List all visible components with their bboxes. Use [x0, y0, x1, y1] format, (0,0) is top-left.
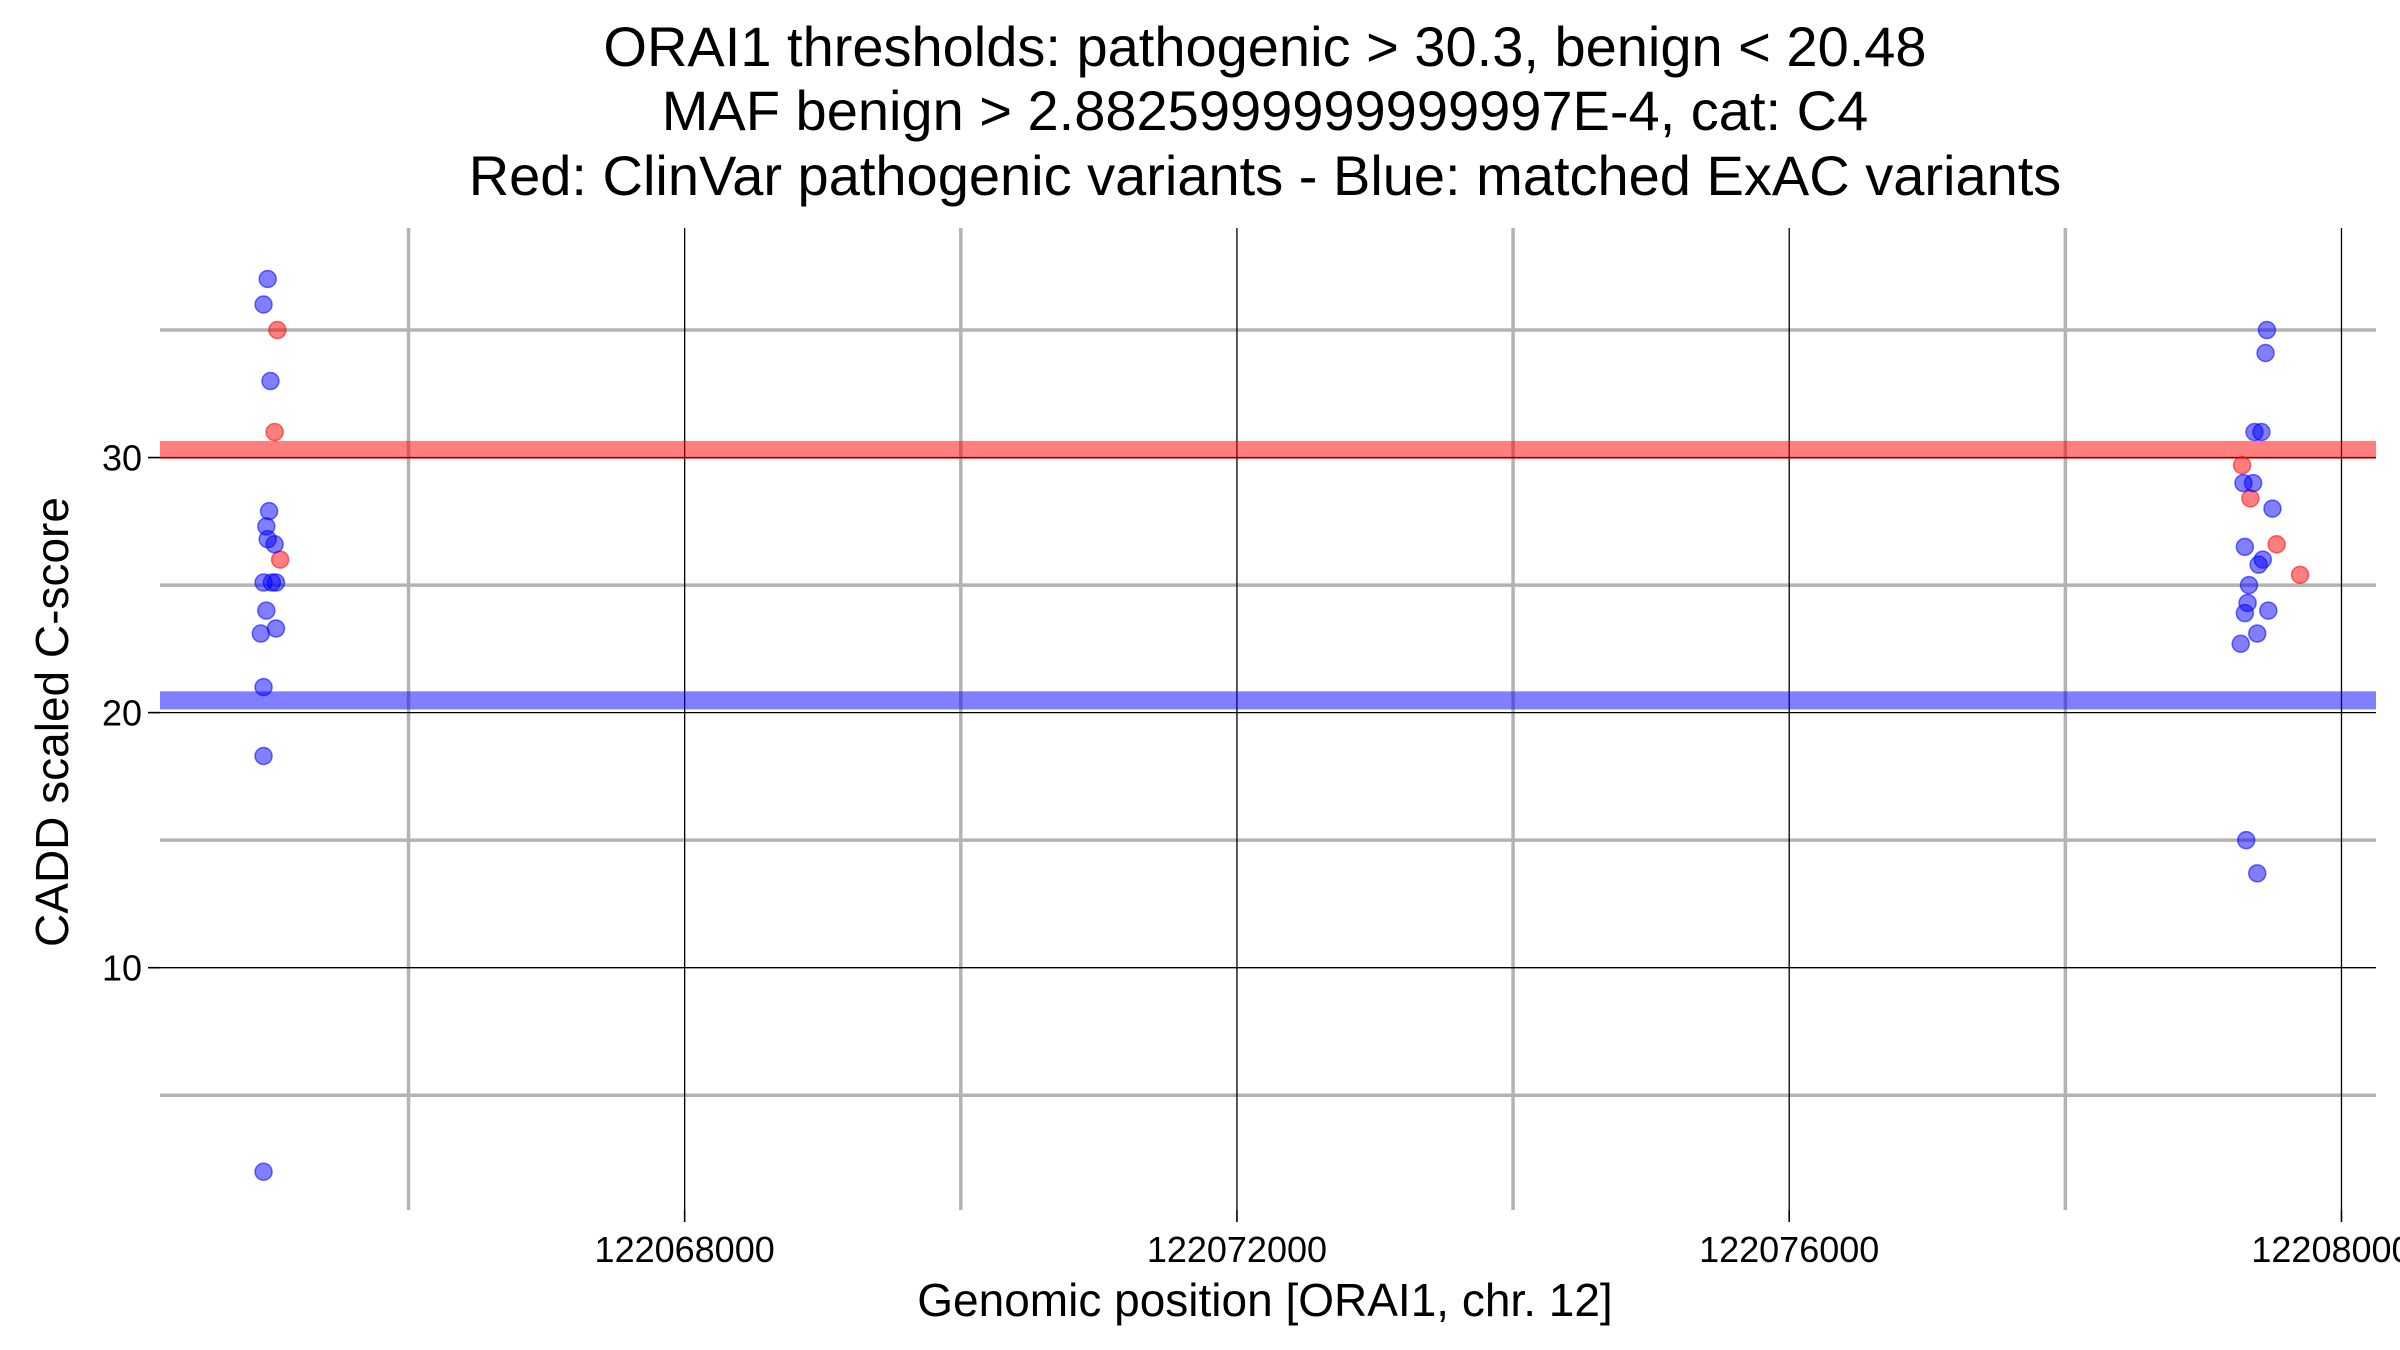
data-point	[254, 677, 273, 697]
data-point	[2248, 864, 2267, 883]
title-line-1: ORAI1 thresholds: pathogenic > 30.3, ben…	[603, 15, 1926, 78]
data-point	[254, 1162, 273, 1181]
x-tick-label: 122080000	[2251, 1229, 2400, 1270]
data-point	[2257, 320, 2277, 340]
x-axis-ticks: 122068000 122072000 122076000 122080000	[595, 1210, 2400, 1270]
data-point	[258, 269, 277, 289]
title-line-3: Red: ClinVar pathogenic variants - Blue:…	[469, 144, 2062, 207]
title-line-2: MAF benign > 2.8825999999999997E-4, cat:…	[662, 79, 1868, 142]
grid-minor	[160, 228, 2376, 1210]
data-point	[2290, 565, 2310, 585]
y-tick-label: 30	[102, 438, 142, 479]
x-tick-label: 122068000	[595, 1229, 775, 1270]
y-tick-label: 10	[102, 948, 142, 989]
data-point	[2239, 575, 2259, 595]
x-tick-label: 122072000	[1147, 1229, 1327, 1270]
data-point	[2232, 455, 2252, 475]
y-axis-label: CADD scaled C-score	[26, 497, 78, 947]
data-point	[2252, 422, 2271, 442]
data-point	[268, 320, 287, 340]
data-point	[2235, 603, 2255, 623]
data-point	[259, 501, 279, 521]
data-point	[254, 746, 273, 766]
y-axis-ticks: 10 20 30	[102, 438, 160, 989]
data-point	[257, 601, 276, 620]
data-point	[2236, 830, 2256, 850]
y-tick-label: 20	[102, 693, 142, 734]
x-axis-label: Genomic position [ORAI1, chr. 12]	[917, 1274, 1612, 1326]
data-points	[251, 269, 2310, 1181]
data-point	[251, 624, 271, 643]
data-point	[270, 550, 290, 569]
grid-major	[160, 228, 2376, 1210]
data-point	[254, 295, 273, 314]
x-tick-label: 122076000	[1699, 1229, 1879, 1270]
data-point	[2241, 489, 2260, 508]
data-point	[2263, 499, 2282, 518]
data-point	[265, 422, 284, 442]
data-point	[2253, 550, 2273, 569]
data-point	[266, 619, 286, 638]
data-point	[2243, 473, 2263, 493]
chart-title: ORAI1 thresholds: pathogenic > 30.3, ben…	[469, 15, 2062, 207]
data-point	[2256, 343, 2275, 363]
data-point	[261, 371, 280, 391]
data-point	[266, 573, 286, 592]
data-point	[2259, 601, 2278, 620]
threshold-lines	[160, 440, 2376, 710]
data-point	[2235, 537, 2255, 557]
data-point	[2231, 634, 2250, 654]
data-point	[2248, 624, 2267, 643]
data-point	[2267, 535, 2286, 554]
data-point	[265, 535, 284, 554]
